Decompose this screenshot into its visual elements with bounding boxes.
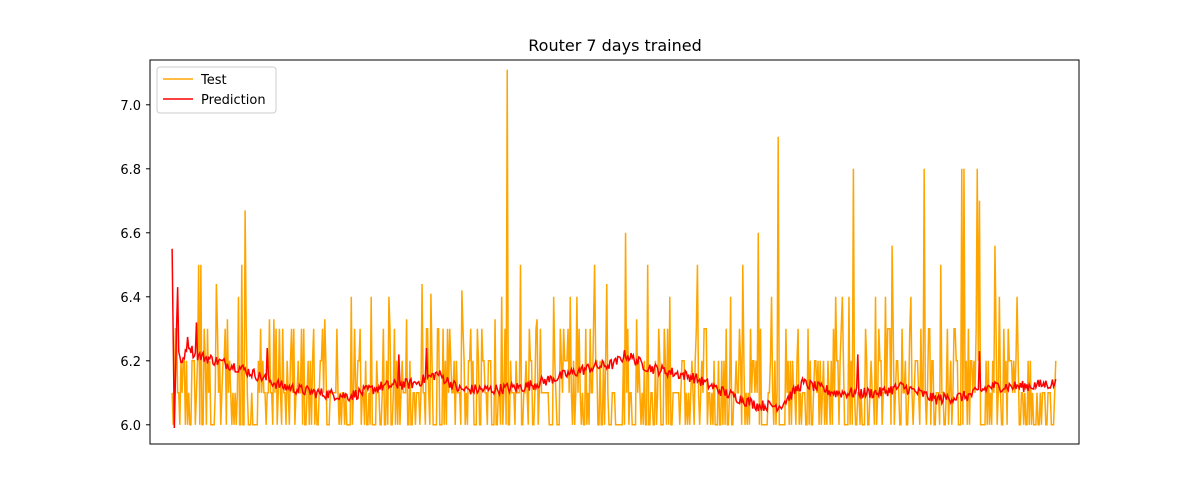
- plot-frame: [149, 59, 1080, 445]
- y-tick-label: 6.6: [120, 227, 141, 242]
- plot-area: [149, 59, 1080, 445]
- y-tick-label: 6.4: [120, 291, 141, 306]
- series-line-prediction: [171, 248, 1057, 429]
- y-tick-label: 6.8: [120, 163, 141, 178]
- chart-title: Router 7 days trained: [528, 36, 701, 55]
- y-tick-label: 6.2: [120, 355, 141, 370]
- legend-label-test: Test: [200, 73, 227, 88]
- series-line-test: [171, 69, 1057, 426]
- legend: Test Prediction: [156, 66, 277, 114]
- y-tick-label: 6.0: [120, 419, 141, 434]
- y-axis: 6.0 6.2 6.4 6.6 6.8 7.0: [120, 99, 150, 434]
- series-layer: [171, 69, 1057, 429]
- legend-label-prediction: Prediction: [201, 93, 266, 108]
- y-tick-label: 7.0: [120, 99, 141, 114]
